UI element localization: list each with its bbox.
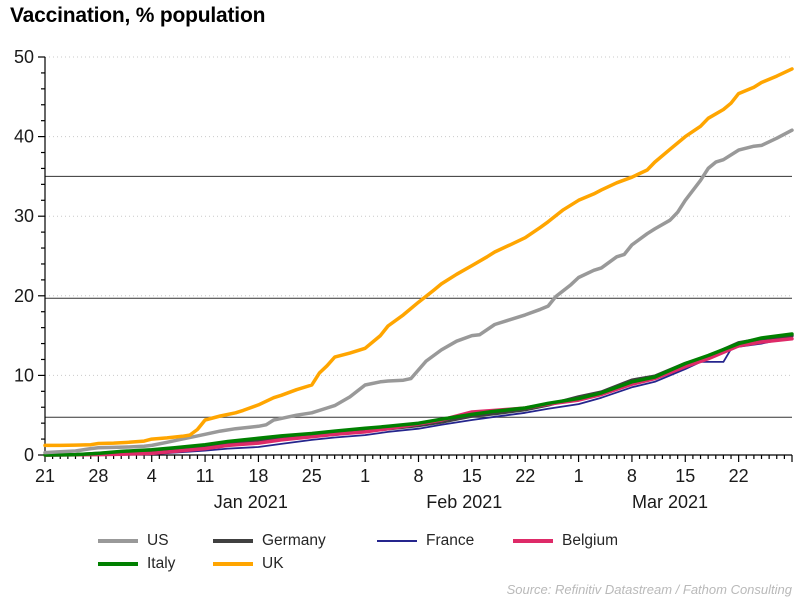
- legend-label-germany: Germany: [262, 532, 326, 549]
- y-tick-label: 30: [14, 206, 34, 226]
- x-tick-label: 1: [574, 466, 584, 486]
- series-line-italy: [43, 332, 794, 457]
- y-tick-label: 0: [24, 445, 34, 465]
- x-tick-label: 4: [147, 466, 157, 486]
- legend-swatch-belgium: [513, 539, 553, 543]
- legend-label-uk: UK: [262, 555, 284, 572]
- x-tick-label: 22: [515, 466, 535, 486]
- legend-swatch-italy: [98, 562, 138, 566]
- x-tick-label: 18: [248, 466, 268, 486]
- legend-item-us: US: [98, 531, 169, 551]
- series-line-france: [44, 336, 793, 456]
- legend-item-france: France: [377, 531, 474, 551]
- legend-label-italy: Italy: [147, 555, 176, 572]
- source-text: Source: Refinitiv Datastream / Fathom Co…: [506, 582, 792, 597]
- x-tick-label: 25: [302, 466, 322, 486]
- page-title: Vaccination, % population: [10, 4, 266, 27]
- month-label: Mar 2021: [632, 492, 708, 512]
- y-axis-ticks: 0 10 20 30 40 50: [14, 47, 45, 465]
- x-tick-label: 15: [675, 466, 695, 486]
- x-tick-label: 8: [413, 466, 423, 486]
- legend-item-belgium: Belgium: [513, 531, 618, 551]
- axes: [44, 57, 792, 456]
- legend-item-germany: Germany: [213, 531, 326, 551]
- month-label: Jan 2021: [214, 492, 288, 512]
- legend-item-italy: Italy: [98, 554, 175, 574]
- y-tick-label: 50: [14, 47, 34, 67]
- series-line-uk: [43, 67, 794, 448]
- y-tick-label: 40: [14, 127, 34, 147]
- legend-label-belgium: Belgium: [562, 532, 618, 549]
- y-tick-label: 10: [14, 365, 34, 385]
- legend-swatch-germany: [213, 539, 253, 543]
- x-tick-label: 28: [88, 466, 108, 486]
- month-label: Feb 2021: [426, 492, 502, 512]
- x-tick-label: 15: [462, 466, 482, 486]
- y-tick-label: 20: [14, 286, 34, 306]
- x-tick-label: 1: [360, 466, 370, 486]
- x-tick-label: 8: [627, 466, 637, 486]
- legend-label-france: France: [426, 532, 475, 549]
- legend-swatch-france: [377, 540, 417, 542]
- legend-swatch-us: [98, 539, 138, 543]
- legend-label-us: US: [147, 532, 169, 549]
- x-tick-label: 22: [729, 466, 749, 486]
- legend-swatch-uk: [213, 562, 253, 566]
- legend-item-uk: UK: [213, 554, 284, 574]
- x-tick-label: 11: [196, 466, 215, 486]
- reference-lines: [45, 175, 792, 418]
- gridlines: [45, 56, 792, 376]
- series-line-us: [43, 128, 794, 455]
- x-tick-label: 21: [35, 466, 55, 486]
